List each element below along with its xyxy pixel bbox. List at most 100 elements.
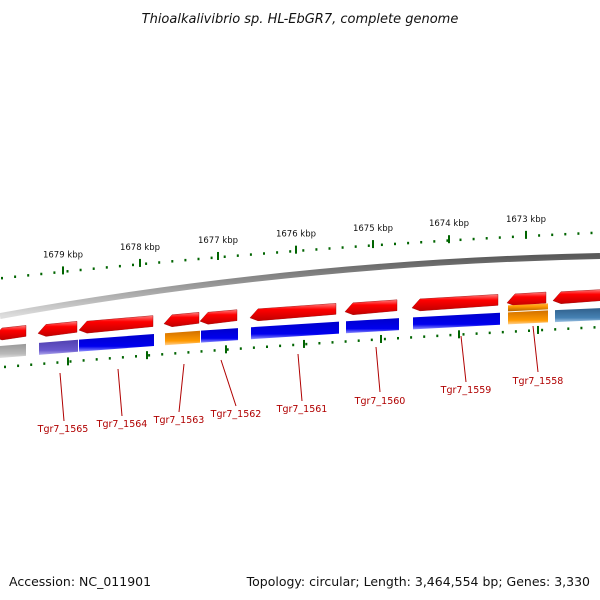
minor-tick: [252, 346, 255, 349]
minor-tick: [226, 348, 229, 351]
minor-tick: [135, 355, 137, 358]
minor-tick: [121, 356, 124, 359]
callout-line: [297, 353, 303, 402]
callout-line: [59, 372, 65, 422]
major-tick: [139, 258, 141, 267]
minor-tick: [577, 232, 580, 235]
minor-tick: [4, 365, 6, 369]
minor-tick: [187, 351, 190, 354]
major-tick: [146, 351, 148, 360]
kbp-label: 1677 kbp: [198, 236, 238, 246]
minor-tick: [69, 360, 72, 363]
upper-tick-row: [1, 230, 593, 280]
minor-tick: [40, 272, 43, 276]
minor-tick: [289, 250, 292, 253]
minor-tick: [498, 236, 501, 239]
minor-tick: [423, 335, 426, 338]
minor-tick: [105, 266, 108, 269]
callout-line: [375, 346, 381, 393]
minor-tick: [276, 251, 279, 254]
gene-block: [165, 330, 200, 346]
gene-block: [0, 343, 26, 359]
minor-tick: [341, 246, 344, 249]
minor-tick: [197, 257, 200, 261]
minor-tick: [305, 342, 308, 346]
genome-backbone: [0, 253, 600, 319]
gene-arrow: [199, 309, 238, 325]
gene-label: Tgr7_1558: [512, 376, 564, 387]
accession-text: Accession: NC_011901: [9, 574, 151, 589]
topology-text: Topology: circular; Length: 3,464,554 bp…: [246, 574, 590, 589]
forward-strand-genes: [0, 289, 600, 341]
minor-tick: [27, 274, 30, 277]
minor-tick: [528, 329, 530, 332]
minor-tick: [554, 328, 557, 331]
minor-tick: [213, 349, 216, 352]
minor-tick: [485, 237, 488, 240]
minor-tick: [331, 341, 334, 344]
minor-tick: [56, 361, 59, 364]
minor-tick: [370, 338, 373, 342]
callout-line: [178, 363, 185, 413]
minor-tick: [564, 232, 567, 236]
gene-block: [508, 310, 548, 325]
minor-tick: [82, 359, 85, 362]
minor-tick: [30, 363, 33, 366]
minor-tick: [132, 263, 134, 267]
gene-block: [555, 308, 600, 323]
major-tick: [372, 240, 374, 249]
gene-arrow: [411, 294, 499, 312]
minor-tick: [302, 249, 305, 252]
major-tick: [62, 266, 64, 275]
minor-tick: [462, 333, 465, 336]
major-tick: [525, 230, 527, 239]
reverse-strand-genes: [0, 303, 600, 359]
minor-tick: [249, 253, 252, 256]
minor-tick: [43, 362, 46, 365]
minor-tick: [433, 240, 436, 243]
minor-tick: [488, 331, 491, 335]
minor-tick: [53, 271, 56, 274]
kbp-label: 1678 kbp: [120, 243, 160, 253]
minor-tick: [449, 333, 452, 337]
map-title: Thioalkalivibrio sp. HL-EbGR7, complete …: [142, 12, 459, 27]
gene-block: [413, 312, 500, 330]
minor-tick: [472, 237, 475, 241]
major-tick: [67, 357, 69, 366]
gene-arrow: [552, 289, 600, 304]
minor-tick: [380, 243, 383, 247]
minor-tick: [593, 326, 596, 329]
minor-tick: [161, 353, 164, 356]
gene-arrow: [344, 299, 398, 315]
minor-tick: [580, 326, 583, 330]
minor-tick: [354, 245, 357, 248]
gene-label: Tgr7_1564: [96, 419, 148, 430]
minor-tick: [318, 341, 321, 345]
major-tick: [295, 245, 297, 254]
minor-tick: [1, 276, 3, 280]
gene-label: Tgr7_1562: [210, 409, 262, 420]
minor-tick: [541, 328, 544, 332]
major-tick: [380, 334, 382, 343]
minor-tick: [184, 258, 187, 262]
minor-tick: [514, 330, 517, 333]
gene-label: Tgr7_1563: [153, 415, 205, 426]
minor-tick: [145, 262, 148, 265]
callout-line: [532, 325, 539, 373]
major-tick: [458, 330, 460, 339]
minor-tick: [538, 234, 541, 237]
minor-tick: [14, 275, 17, 278]
minor-tick: [239, 347, 242, 350]
minor-tick: [567, 327, 570, 330]
kbp-label: 1674 kbp: [429, 219, 469, 229]
major-tick: [537, 325, 539, 334]
major-tick: [303, 339, 305, 348]
gene-block: [346, 318, 399, 334]
kbp-scale-labels: 1679 kbp 1678 kbp 1677 kbp 1676 kbp 1675 kbp…: [43, 215, 546, 261]
minor-tick: [95, 358, 98, 361]
major-tick: [448, 235, 450, 244]
minor-tick: [446, 239, 449, 242]
gene-label: Tgr7_1560: [354, 396, 406, 407]
major-tick: [217, 251, 219, 260]
gene-arrow: [163, 312, 200, 327]
